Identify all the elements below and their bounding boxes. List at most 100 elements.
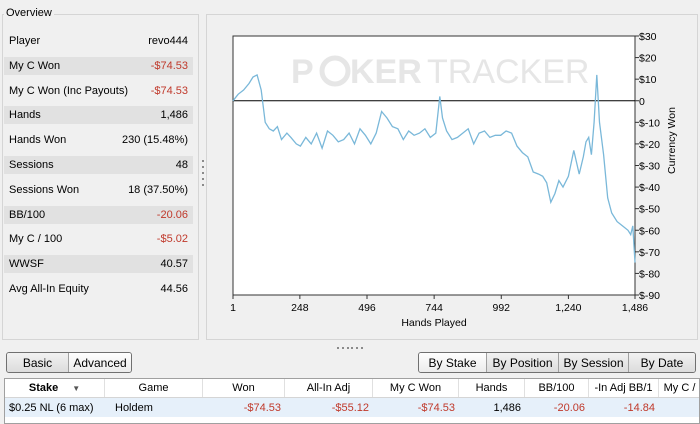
column-header[interactable]: Stake ▼ <box>5 379 105 397</box>
table-cell: -14.84 <box>623 401 655 414</box>
column-header[interactable]: Game <box>105 379 203 397</box>
stat-label: WWSF <box>9 258 44 271</box>
stat-label: My C / 100 <box>9 233 63 246</box>
column-header-label: Game <box>138 382 169 394</box>
btn-by-date[interactable]: By Date <box>629 353 695 372</box>
column-header[interactable]: BB/100 <box>525 379 589 397</box>
btn-by-session[interactable]: By Session <box>559 353 629 372</box>
stat-row: Sessions 48 <box>4 156 193 174</box>
y-tick-label: $-80 <box>639 268 660 280</box>
stat-value: 44.56 <box>160 283 188 295</box>
table-cell: -20.06 <box>553 401 585 414</box>
series-line <box>232 73 636 263</box>
winnings-chart: P KER TRACKER 1 248 496 744 992 1,240 1,486 $30 $20… <box>230 31 678 329</box>
grouping-toggle: By Stake By Position By Session By Date <box>418 352 696 373</box>
chart-panel: P KER TRACKER 1 248 496 744 992 1,240 1,486 $30 $20… <box>206 14 698 340</box>
column-header[interactable]: -In Adj BB/1 <box>589 379 659 397</box>
column-header[interactable]: My C Won <box>373 379 459 397</box>
table-cell: 1,486 <box>493 401 521 414</box>
column-header-label: BB/100 <box>538 382 575 394</box>
stat-row: Avg All-In Equity 44.56 <box>4 280 193 298</box>
stat-value: 1,486 <box>160 109 188 122</box>
stat-value: -$74.53 <box>150 84 188 97</box>
column-header-label: Stake <box>28 382 59 394</box>
view-mode-toggle: Basic Advanced <box>6 352 132 373</box>
vertical-splitter[interactable] <box>201 160 204 186</box>
stat-row: Player revo444 <box>4 32 193 50</box>
stat-row: Sessions Won 18 (37.50%) <box>4 181 193 199</box>
stats-table: Stake ▼ Game Won All-In Adj My C Won Hands BB/1… <box>4 378 700 424</box>
overview-title: Overview <box>4 7 54 19</box>
stat-label: My C Won <box>9 59 61 72</box>
y-tick-label: $20 <box>639 53 657 65</box>
stat-label: Hands <box>9 109 41 122</box>
btn-basic[interactable]: Basic <box>7 353 69 372</box>
table-cell <box>659 398 699 417</box>
column-header[interactable]: All-In Adj <box>285 379 373 397</box>
table-header: Stake ▼ Game Won All-In Adj My C Won Hands BB/1… <box>5 379 699 398</box>
overview-panel <box>2 14 199 340</box>
column-header-label: My C / <box>663 382 696 394</box>
column-header-label: Won <box>232 382 255 394</box>
y-tick-label: $-50 <box>639 204 660 216</box>
btn-advanced[interactable]: Advanced <box>69 353 131 372</box>
table-cell: -$55.12 <box>331 401 369 414</box>
stat-row: BB/100 -20.06 <box>4 205 193 224</box>
watermark-text: P <box>291 53 314 91</box>
y-tick-label: $-70 <box>639 247 660 259</box>
stat-label: Sessions Won <box>9 183 80 196</box>
x-tick-label: 1 <box>230 302 236 314</box>
x-tick-label: 248 <box>291 302 309 314</box>
x-tick-label: 1,240 <box>555 302 581 314</box>
stat-label: My C Won (Inc Payouts) <box>9 84 128 97</box>
column-header-label: My C Won <box>389 382 442 394</box>
y-tick-label: $30 <box>639 31 657 43</box>
y-tick-label: $-20 <box>639 139 660 151</box>
column-header-label: All-In Adj <box>306 382 351 394</box>
y-tick-label: $-40 <box>639 182 660 194</box>
sort-down-icon: ▼ <box>72 383 81 393</box>
stat-row: Hands 1,486 <box>4 106 193 125</box>
stat-label: BB/100 <box>9 208 46 221</box>
stat-row: WWSF 40.57 <box>4 255 193 274</box>
stat-value: 48 <box>175 159 188 171</box>
y-axis-label: Currency Won <box>666 107 678 174</box>
stat-value: -20.06 <box>156 208 188 221</box>
y-tick-label: $-10 <box>639 117 660 129</box>
x-tick-label: 992 <box>493 302 511 314</box>
column-header[interactable]: Won <box>203 379 285 397</box>
btn-by-stake[interactable]: By Stake <box>419 353 487 372</box>
stat-value: -$74.53 <box>150 59 188 72</box>
stat-label: Sessions <box>9 159 54 171</box>
table-cell: -$74.53 <box>243 401 281 414</box>
stat-value: 230 (15.48%) <box>121 134 188 147</box>
stat-value: 18 (37.50%) <box>128 183 188 196</box>
column-header[interactable]: Hands <box>459 379 525 397</box>
btn-by-position[interactable]: By Position <box>487 353 559 372</box>
stat-label: Hands Won <box>9 134 67 147</box>
stat-row: My C Won (Inc Payouts) -$74.53 <box>4 82 193 100</box>
x-axis-label: Hands Played <box>401 317 467 329</box>
table-row[interactable]: $0.25 NL (6 max) Holdem -$74.53 -$55.12 -$74… <box>5 398 699 417</box>
stat-label: Avg All-In Equity <box>9 283 89 295</box>
watermark-chip-icon <box>319 55 351 87</box>
stat-label: Player <box>9 35 41 47</box>
column-header-label: -In Adj BB/1 <box>594 382 653 394</box>
y-tick-label: $-30 <box>639 161 660 173</box>
watermark-text: KER <box>350 53 422 91</box>
watermark-text: TRACKER <box>427 53 589 91</box>
x-tick-label: 496 <box>358 302 376 314</box>
stat-value: 40.57 <box>160 258 188 271</box>
stat-row: My C Won -$74.53 <box>4 56 193 75</box>
stat-value: revo444 <box>148 35 188 47</box>
x-tick-label: 744 <box>425 302 443 314</box>
column-header[interactable]: My C / <box>659 379 699 397</box>
stat-row: Hands Won 230 (15.48%) <box>4 131 193 149</box>
table-cell: Holdem <box>115 401 153 414</box>
y-tick-label: $-60 <box>639 225 660 237</box>
y-tick-label: $-90 <box>639 290 660 302</box>
y-tick-label: 0 <box>639 96 645 108</box>
horizontal-splitter[interactable] <box>337 347 363 350</box>
column-header-label: Hands <box>475 382 508 394</box>
y-tick-label: $10 <box>639 74 657 86</box>
